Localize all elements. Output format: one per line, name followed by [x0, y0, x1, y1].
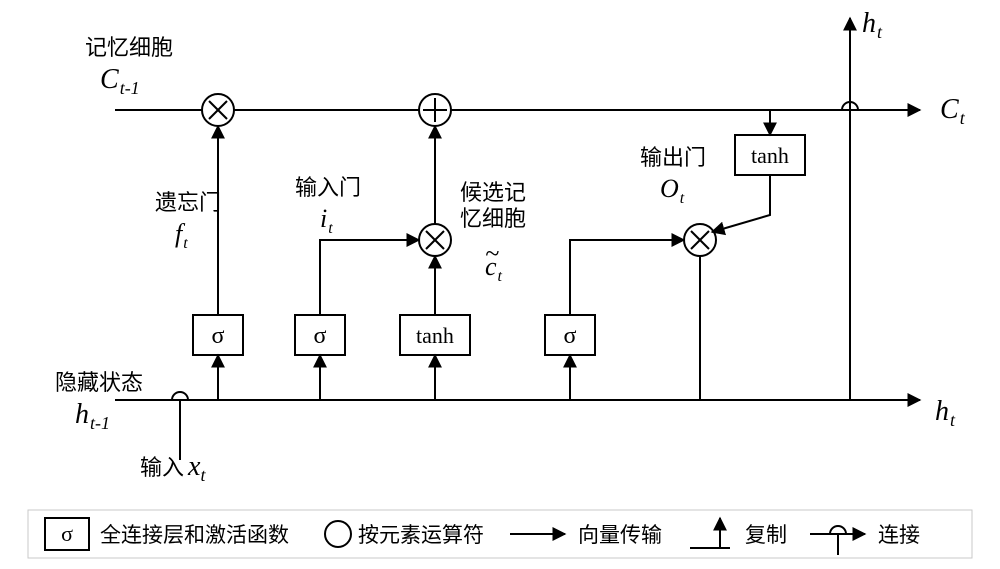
c-tilde-c: ct [485, 252, 503, 285]
legend-circle-text: 按元素运算符 [358, 523, 484, 547]
legend-connect-text: 连接 [878, 523, 920, 547]
cand-zh-2: 忆细胞 [460, 206, 526, 231]
input-xt: 输入xt [140, 451, 206, 485]
input-gate-label: σ [314, 323, 327, 349]
c-t: Ct [940, 94, 966, 128]
op-mul-forget [202, 94, 234, 126]
output-gate-zh: 输出门 [640, 145, 706, 170]
legend-copy-text: 复制 [745, 523, 787, 547]
op-plus [419, 94, 451, 126]
op-mul-cand [419, 224, 451, 256]
tanh-output-box: tanh [735, 135, 805, 175]
i-t: it [320, 204, 333, 237]
legend: σ 全连接层和激活函数 按元素运算符 向量传输 复制 连接 [28, 510, 972, 558]
cand-zh-1: 候选记 [460, 180, 526, 205]
legend-arrow-text: 向量传输 [578, 523, 662, 547]
forget-gate-box: σ [193, 315, 243, 355]
edge-outg-to-mul3 [570, 240, 684, 315]
candidate-tanh-box: tanh [400, 315, 470, 355]
h-t-top: ht [862, 8, 883, 42]
edge-input-to-mul2 [320, 240, 419, 315]
legend-sigma: σ [61, 521, 73, 546]
h-t-right: ht [935, 396, 956, 430]
hidden-state-zh: 隐藏状态 [55, 370, 143, 395]
op-mul-out [684, 224, 716, 256]
output-gate-box: σ [545, 315, 595, 355]
output-gate-label: σ [564, 323, 577, 349]
h-t-1: ht-1 [75, 399, 110, 433]
xt-join-arc [172, 392, 188, 400]
c-t-1: Ct-1 [100, 64, 140, 98]
edge-tanh2-clean [712, 175, 770, 232]
memory-cell-zh: 记忆细胞 [85, 35, 173, 60]
tanh-output-label: tanh [751, 143, 789, 168]
input-gate-box: σ [295, 315, 345, 355]
o-t: Ot [660, 174, 685, 207]
input-gate-zh: 输入门 [295, 175, 361, 200]
candidate-tanh-label: tanh [416, 323, 454, 348]
f-t: ft [175, 219, 188, 252]
legend-sigma-text: 全连接层和激活函数 [100, 523, 289, 547]
forget-gate-label: σ [212, 323, 225, 349]
forget-gate-zh: 遗忘门 [155, 190, 221, 215]
